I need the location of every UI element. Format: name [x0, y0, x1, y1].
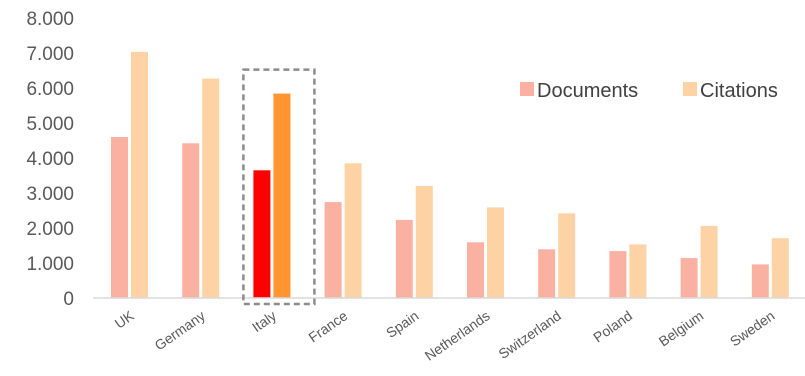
italy-highlight-box	[242, 68, 316, 306]
x-tick-label-uk: UK	[112, 307, 138, 332]
x-tick-label-belgium: Belgium	[656, 307, 707, 349]
x-tick-label-spain: Spain	[383, 307, 422, 341]
y-tick-label: 0	[63, 289, 74, 310]
bar-documents-netherlands	[467, 242, 484, 298]
y-tick-label: 6.000	[26, 79, 74, 100]
bar-citations-belgium	[700, 225, 718, 298]
bar-documents-belgium	[680, 258, 698, 298]
bar-documents-uk	[111, 137, 128, 298]
x-tick-label-france: France	[305, 307, 350, 345]
y-tick-label: 5.000	[26, 114, 74, 135]
y-axis-ticks: 0 1.000 2.000 3.000 4.000 5.000 6.000 7.000 8.00…	[26, 9, 74, 310]
y-tick-label: 3.000	[26, 184, 74, 205]
legend-label-documents: Documents	[537, 80, 638, 102]
bar-citations-italy	[273, 93, 291, 298]
bar-citations-france	[344, 163, 362, 299]
y-tick-label: 2.000	[26, 219, 74, 240]
bars	[111, 51, 789, 299]
bar-documents-sweden	[751, 264, 769, 298]
x-tick-label-netherlands: Netherlands	[422, 307, 493, 363]
bar-citations-poland	[629, 244, 647, 298]
legend-label-citations: Citations	[700, 80, 778, 102]
bar-documents-spain	[395, 219, 413, 298]
bar-documents-switzerland	[538, 249, 556, 298]
bar-citations-spain	[415, 186, 433, 298]
y-tick-label: 4.000	[26, 149, 74, 170]
x-tick-label-sweden: Sweden	[727, 307, 778, 349]
y-tick-label: 7.000	[26, 44, 74, 65]
bar-documents-france	[324, 202, 342, 298]
bar-documents-italy	[253, 170, 271, 299]
bar-citations-sweden	[771, 238, 789, 298]
x-axis-labels: UK Germany Italy France Spain Netherlands Swit…	[112, 307, 778, 364]
x-tick-label-germany: Germany	[152, 307, 208, 353]
bar-documents-germany	[182, 143, 200, 298]
legend: Documents Citations	[520, 80, 778, 102]
bar-citations-germany	[202, 78, 220, 298]
y-tick-label: 1.000	[26, 254, 74, 275]
legend-swatch-documents	[520, 82, 534, 96]
bar-citations-uk	[131, 51, 148, 299]
bar-citations-netherlands	[487, 207, 504, 298]
y-tick-label: 8.000	[26, 9, 74, 30]
x-tick-label-switzerland: Switzerland	[495, 307, 563, 362]
legend-swatch-citations	[683, 82, 697, 96]
x-tick-label-poland: Poland	[590, 307, 635, 345]
bar-documents-poland	[609, 251, 627, 298]
bar-citations-switzerland	[558, 213, 576, 298]
x-tick-label-italy: Italy	[249, 307, 279, 335]
